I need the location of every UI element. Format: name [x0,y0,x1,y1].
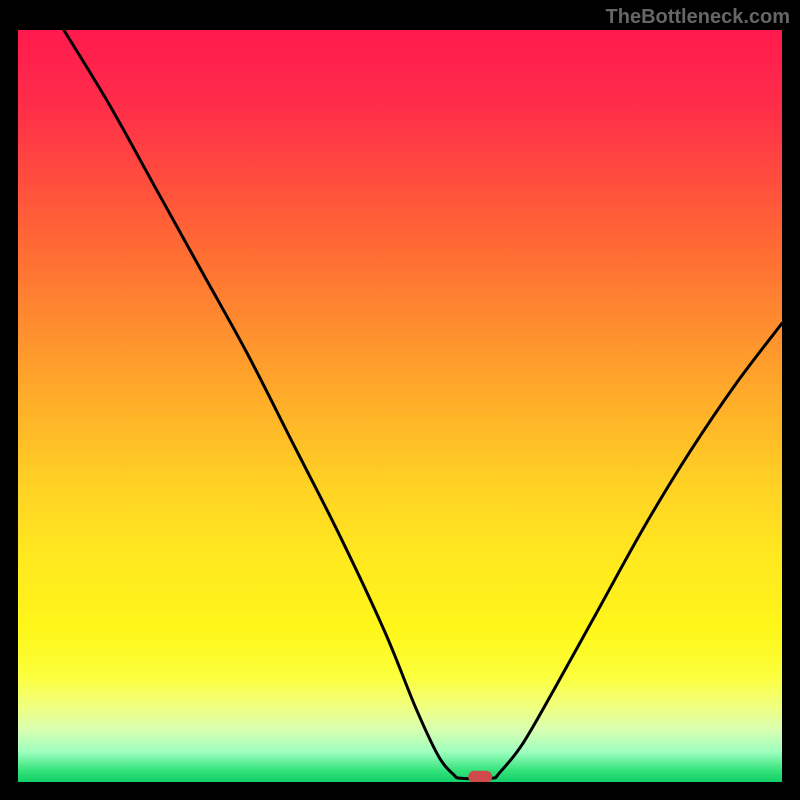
minimum-marker [468,771,492,782]
plot-area [18,30,782,782]
bottleneck-curve [18,30,782,782]
chart-container: TheBottleneck.com [0,0,800,800]
curve-path [64,30,782,779]
watermark-text: TheBottleneck.com [606,6,790,29]
